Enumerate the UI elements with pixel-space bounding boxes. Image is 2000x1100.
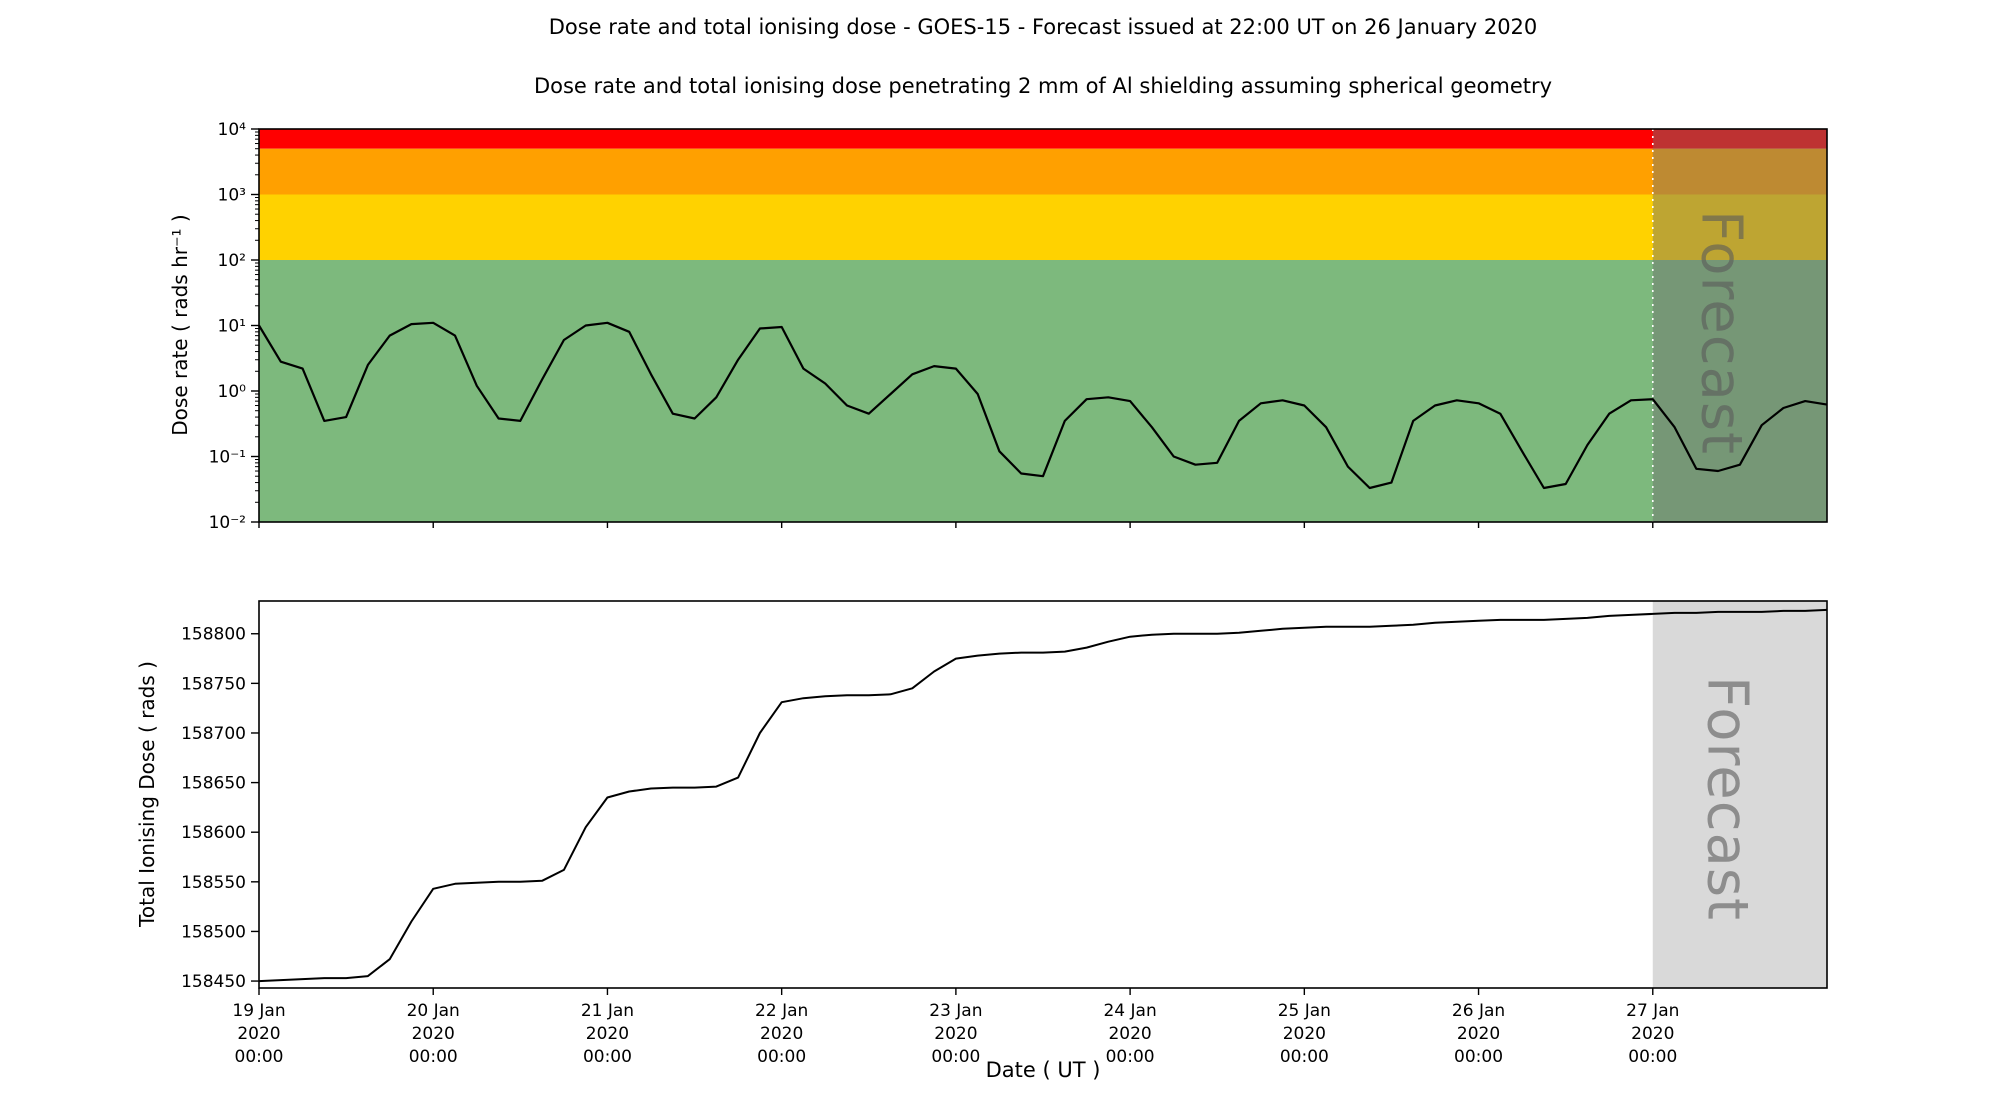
x-tick-label: 20 Jan (407, 1001, 460, 1021)
y-tick-label: 10⁰ (218, 382, 247, 402)
x-tick-label: 24 Jan (1103, 1001, 1156, 1021)
x-tick-label: 00:00 (931, 1047, 980, 1067)
forecast-region-top (1652, 129, 1827, 522)
x-tick-label: 2020 (412, 1024, 455, 1044)
dose-rate-y-axis-label: Dose rate ( rads hr⁻¹ ) (168, 214, 192, 436)
x-tick-label: 2020 (934, 1024, 977, 1044)
y-tick-label: 158500 (181, 922, 246, 942)
threshold-band-green (259, 260, 1827, 522)
x-tick-label: 2020 (760, 1024, 803, 1044)
x-tick-label: 22 Jan (755, 1001, 808, 1021)
y-tick-label: 10¹ (218, 316, 246, 336)
y-tick-label: 10⁴ (218, 120, 247, 140)
chart-subtitle: Dose rate and total ionising dose penetr… (533, 74, 1553, 98)
x-axis-label: Date ( UT ) (985, 1058, 1101, 1082)
total-dose-y-axis: 158450 158500 158550 158600 158650 158700 1587… (181, 625, 259, 992)
y-tick-label: 158450 (181, 972, 246, 992)
x-tick-label: 21 Jan (581, 1001, 634, 1021)
x-tick-label: 00:00 (1628, 1047, 1677, 1067)
x-tick-label: 25 Jan (1278, 1001, 1331, 1021)
x-tick-label: 2020 (586, 1024, 629, 1044)
x-tick-label: 2020 (1631, 1024, 1674, 1044)
x-tick-label: 2020 (237, 1024, 280, 1044)
total-dose-line (258, 608, 1828, 983)
dose-rate-y-axis: 10⁴ 10³ 10² 10¹ 10⁰ 10⁻¹ 10⁻² (209, 120, 259, 533)
x-tick-label: 00:00 (235, 1047, 284, 1067)
y-tick-label: 158700 (181, 724, 246, 744)
y-tick-label: 158650 (181, 774, 246, 794)
x-tick-label: 00:00 (1106, 1047, 1155, 1067)
y-tick-label: 10⁻¹ (209, 447, 246, 467)
x-tick-label: 00:00 (409, 1047, 458, 1067)
x-tick-label: 19 Jan (232, 1001, 285, 1021)
y-tick-label: 10³ (218, 185, 246, 205)
total-dose-y-axis-label: Total Ionising Dose ( rads ) (135, 661, 159, 927)
threshold-band-red (259, 129, 1827, 149)
forecast-region-bottom (1652, 601, 1827, 988)
x-tick-label: 2020 (1457, 1024, 1500, 1044)
x-tick-label: 26 Jan (1452, 1001, 1505, 1021)
dose-rate-line (258, 321, 1828, 490)
y-tick-label: 158800 (181, 625, 246, 645)
x-tick-label: 00:00 (757, 1047, 806, 1067)
y-tick-label: 10² (218, 251, 246, 271)
date-x-axis: 19 Jan 2020 00:00 20 Jan 2020 00:00 21 Jan 2020… (232, 988, 1679, 1067)
x-tick-label: 2020 (1283, 1024, 1326, 1044)
y-tick-label: 158550 (181, 873, 246, 893)
x-tick-label: 27 Jan (1626, 1001, 1679, 1021)
total-dose-chart: 158450 158500 158550 158600 158650 158700 1587… (181, 600, 1828, 1067)
total-dose-plot-frame (258, 600, 1828, 989)
threshold-band-yellow (259, 194, 1827, 260)
x-tick-label: 00:00 (583, 1047, 632, 1067)
dose-rate-chart: 10⁴ 10³ 10² 10¹ 10⁰ 10⁻¹ 10⁻² (209, 120, 1828, 533)
y-tick-label: 10⁻² (209, 513, 246, 533)
y-tick-label: 158600 (181, 823, 246, 843)
threshold-band-orange (259, 148, 1827, 195)
x-tick-label: 00:00 (1454, 1047, 1503, 1067)
x-tick-label: 2020 (1108, 1024, 1151, 1044)
y-tick-label: 158750 (181, 674, 246, 694)
chart-title: Dose rate and total ionising dose - GOES… (548, 15, 1538, 39)
x-tick-label: 00:00 (1280, 1047, 1329, 1067)
x-tick-label: 23 Jan (929, 1001, 982, 1021)
